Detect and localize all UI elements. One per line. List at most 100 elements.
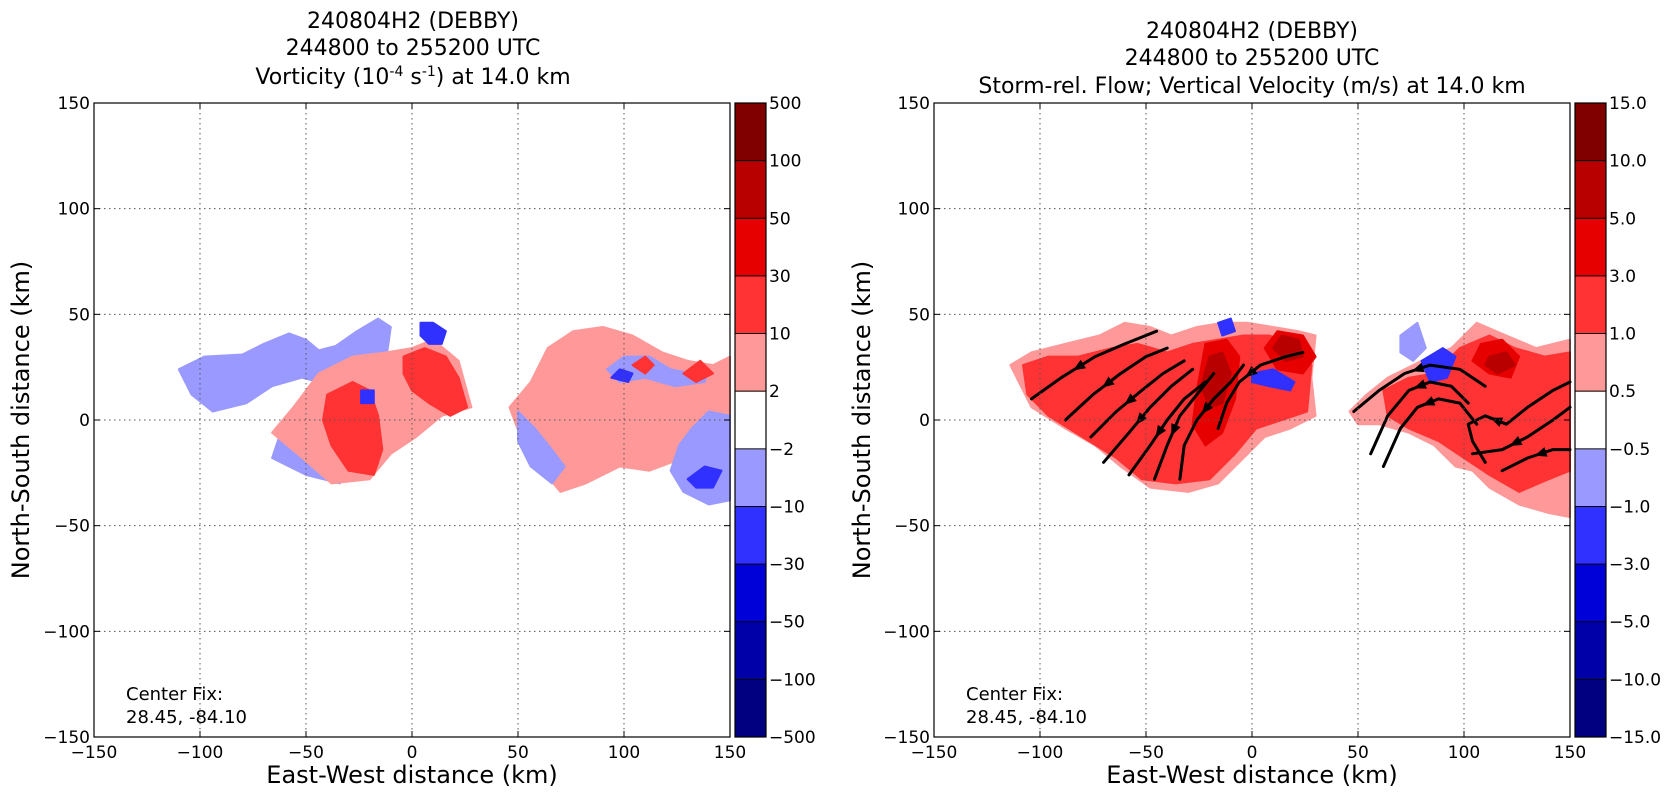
x-tick-label: −100: [177, 743, 224, 763]
title-line-1: 240804H2 (DEBBY): [307, 9, 519, 34]
panel-vorticity: 240804H2 (DEBBY) 244800 to 255200 UTC Vo…: [7, 9, 816, 789]
streamline: [1030, 329, 1159, 401]
y-tick-label: 100: [898, 200, 930, 220]
colorbar-tick-label: −2: [769, 440, 794, 460]
contour-region: [1217, 317, 1236, 337]
colorbar-segment: [1575, 103, 1606, 162]
contour-region: [1399, 321, 1427, 362]
contour-region: [1251, 368, 1296, 392]
colorbar-segment: [735, 621, 766, 680]
colorbar-tick-label: −500: [769, 728, 816, 748]
center-fix-label: Center Fix:: [966, 684, 1063, 705]
y-axis-label: North-South distance (km): [7, 261, 35, 580]
streamline-arrow: [1411, 362, 1425, 373]
y-ticks: −150 −100 −50 0 50 100 150: [883, 94, 1570, 748]
colorbar-tick-label: 15.0: [1609, 94, 1647, 114]
title-line-2: 244800 to 255200 UTC: [286, 36, 541, 61]
x-ticks: −150 −100 −50 0 50 100 150: [71, 103, 746, 763]
x-axis-label: East-West distance (km): [266, 761, 557, 789]
y-tick-label: 50: [68, 305, 90, 325]
colorbar: −500 −100 −50 −30 −10 −2 2 10 30 50 100 500: [734, 94, 816, 748]
colorbar-segment: [735, 448, 766, 507]
title-line-3: Storm-rel. Flow; Vertical Velocity (m/s)…: [978, 74, 1525, 99]
y-ticks: −150 −100 −50 0 50 100 150: [43, 94, 730, 748]
plot-area: −150 −100 −50 0 50 100 150 −150 −100 −50 0 50 100 15…: [883, 94, 1586, 763]
y-tick-label: −100: [883, 622, 930, 642]
x-tick-label: 100: [608, 743, 640, 763]
streamlines: [1030, 329, 1572, 481]
arrowhead-icon: [1135, 412, 1148, 425]
superscript: -4: [389, 64, 403, 80]
colorbar-tick-label: −15.0: [1609, 728, 1661, 748]
streamline-arrow: [1102, 376, 1115, 388]
x-tick-label: 50: [507, 743, 529, 763]
contour-region: [686, 465, 723, 489]
colorbar-tick-label: 50: [769, 209, 791, 229]
contour-region: [1022, 334, 1313, 485]
x-tick-label: 50: [1347, 743, 1369, 763]
colorbar-segment: [1575, 621, 1606, 680]
arrowhead-icon: [1073, 359, 1086, 371]
y-tick-label: 100: [58, 200, 90, 220]
contour-region: [631, 355, 655, 375]
colorbar-segment: [1575, 564, 1606, 623]
y-tick-label: 0: [919, 411, 930, 431]
superscript: -1: [422, 64, 436, 80]
colorbar-segment: [735, 391, 766, 450]
y-tick-label: 0: [79, 411, 90, 431]
arrowhead-icon: [1411, 362, 1425, 373]
colorbar-segment: [735, 275, 766, 335]
x-tick-label: −150: [71, 743, 118, 763]
colorbar-segment: [1575, 391, 1606, 450]
colorbar-tick-label: −100: [769, 670, 816, 690]
colorbar: −15.0 −10.0 −5.0 −3.0 −1.0 −0.5 0.5 1.0 3.0 5.0 10…: [1574, 94, 1661, 748]
grid: [934, 103, 1570, 737]
colorbar-tick-label: −5.0: [1609, 613, 1650, 633]
colorbar-tick-label: 3.0: [1609, 267, 1636, 287]
center-fix-label: Center Fix:: [126, 684, 223, 705]
title-line-2: 244800 to 255200 UTC: [1125, 46, 1380, 71]
center-fix-value: 28.45, -84.10: [126, 707, 247, 728]
contour-fills: [1009, 317, 1571, 519]
title-line-1: 240804H2 (DEBBY): [1146, 19, 1358, 44]
streamline-arrow: [1155, 424, 1167, 438]
contour-region: [517, 410, 566, 485]
colorbar-tick-label: 10.0: [1609, 152, 1647, 172]
x-tick-label: −50: [1128, 743, 1164, 763]
contour-fills: [177, 317, 731, 506]
streamline-arrow: [1509, 436, 1523, 446]
colorbar-segment: [735, 160, 766, 219]
y-tick-label: −100: [43, 622, 90, 642]
colorbar-tick-label: 30: [769, 267, 791, 287]
arrowhead-icon: [1155, 424, 1167, 438]
streamline-arrow: [1422, 396, 1436, 406]
arrowhead-icon: [1245, 365, 1258, 378]
contour-region: [402, 347, 469, 417]
x-tick-label: −100: [1017, 743, 1064, 763]
y-tick-label: 150: [898, 94, 930, 114]
contour-region: [177, 317, 392, 413]
y-tick-label: 150: [58, 94, 90, 114]
y-tick-label: −150: [883, 728, 930, 748]
y-tick-label: −50: [54, 517, 90, 537]
contour-region: [682, 359, 714, 383]
colorbar-segment: [735, 103, 766, 162]
center-fix-value: 28.45, -84.10: [966, 707, 1087, 728]
panel-vertical-velocity: 240804H2 (DEBBY) 244800 to 255200 UTC St…: [848, 19, 1661, 789]
x-axis-label: East-West distance (km): [1106, 761, 1397, 789]
x-ticks: −150 −100 −50 0 50 100 150: [911, 103, 1586, 763]
colorbar-segment: [735, 679, 766, 738]
streamline-arrow: [1201, 401, 1214, 415]
colorbar-tick-label: −50: [769, 613, 805, 633]
colorbar-segment: [1575, 506, 1606, 565]
title-line-3: Vorticity (10-4 s-1) at 14.0 km: [255, 64, 570, 90]
arrowhead-icon: [1422, 396, 1436, 406]
x-tick-label: 150: [1554, 743, 1586, 763]
streamline-arrow: [1534, 447, 1548, 457]
colorbar-tick-label: −30: [769, 555, 805, 575]
x-tick-label: 100: [1448, 743, 1480, 763]
colorbar-segment: [735, 218, 766, 277]
streamline-arrow: [1171, 423, 1181, 437]
x-tick-label: −150: [911, 743, 958, 763]
